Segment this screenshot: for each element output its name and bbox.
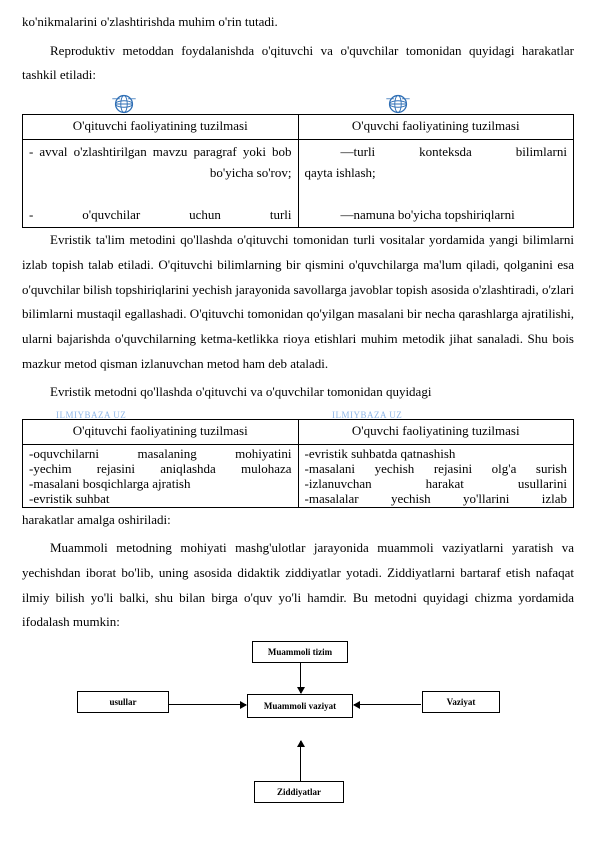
arrow-up-icon	[300, 741, 301, 781]
globe-icon	[384, 90, 412, 118]
body-text: Evristik ta'lim metodini qo'llashda o'qi…	[22, 228, 574, 376]
flow-diagram: Muammoli tizim Muammoli vaziyat usullar …	[22, 641, 574, 816]
body-text: Muammoli metodning mohiyati mashg'ulotla…	[22, 536, 574, 635]
table-header: O'quvchi faoliyatining tuzilmasi	[298, 115, 574, 140]
arrow-right-icon	[169, 704, 246, 705]
table-evristik: O'qituvchi faoliyatining tuzilmasi O'quv…	[22, 419, 574, 508]
diagram-node-center: Muammoli vaziyat	[247, 694, 353, 718]
diagram-node-bottom: Ziddiyatlar	[254, 781, 344, 803]
cell-line: -yechim rejasini aniqlashda mulohaza	[29, 462, 292, 477]
table-cell: —turli konteksda bilimlarni qayta ishlas…	[298, 139, 574, 227]
watermark-text: ILMIYBAZA UZ	[332, 409, 402, 422]
table-cell: -oquvchilarni masalaning mohiyatini -yec…	[23, 444, 299, 507]
table-reproduktiv: O'qituvchi faoliyatining tuzilmasi O'quv…	[22, 114, 574, 228]
watermark-row: ILMIYBAZA UZ ILMIYBAZA UZ	[22, 409, 574, 423]
table-header: O'quvchi faoliyatining tuzilmasi	[298, 419, 574, 444]
cell-line: -evristik suhbatda qatnashish	[305, 447, 568, 462]
arrow-left-icon	[354, 704, 421, 705]
diagram-node-right: Vaziyat	[422, 691, 500, 713]
table-cell: - avval o'zlashtirilgan mavzu paragraf y…	[23, 139, 299, 227]
watermark-row	[22, 92, 574, 118]
cell-line: —namuna bo'yicha topshiriqlarni	[305, 204, 568, 225]
cell-line: - avval o'zlashtirilgan mavzu paragraf y…	[29, 141, 292, 184]
watermark-text: ILMIYBAZA UZ	[56, 409, 126, 422]
diagram-node-top: Muammoli tizim	[252, 641, 348, 663]
table-cell: -evristik suhbatda qatnashish -masalani …	[298, 444, 574, 507]
cell-line: -masalalar yechish yo'llarini izlab	[305, 492, 568, 507]
cell-line: - o'quvchilar uchun turli	[29, 204, 292, 225]
globe-icon	[110, 90, 138, 118]
cell-line: -evristik suhbat	[29, 492, 292, 507]
diagram-node-left: usullar	[77, 691, 169, 713]
body-text: Reproduktiv metoddan foydalanishda o'qit…	[22, 39, 574, 88]
body-text: ko'nikmalarini o'zlashtirishda muhim o'r…	[22, 10, 574, 35]
arrow-down-icon	[300, 663, 301, 693]
cell-line: -oquvchilarni masalaning mohiyatini	[29, 447, 292, 462]
body-text: Evristik metodni qo'llashda o'qituvchi v…	[22, 380, 574, 405]
cell-line: -masalani yechish rejasini olg'a surish	[305, 462, 568, 477]
body-text: harakatlar amalga oshiriladi:	[22, 508, 574, 533]
cell-line: -masalani bosqichlarga ajratish	[29, 477, 292, 492]
cell-line: qayta ishlash;	[305, 162, 568, 183]
cell-line: -izlanuvchan harakat usullarini	[305, 477, 568, 492]
cell-line: —turli konteksda bilimlarni	[305, 141, 568, 162]
table-header: O'qituvchi faoliyatining tuzilmasi	[23, 115, 299, 140]
table-header: O'qituvchi faoliyatining tuzilmasi	[23, 419, 299, 444]
